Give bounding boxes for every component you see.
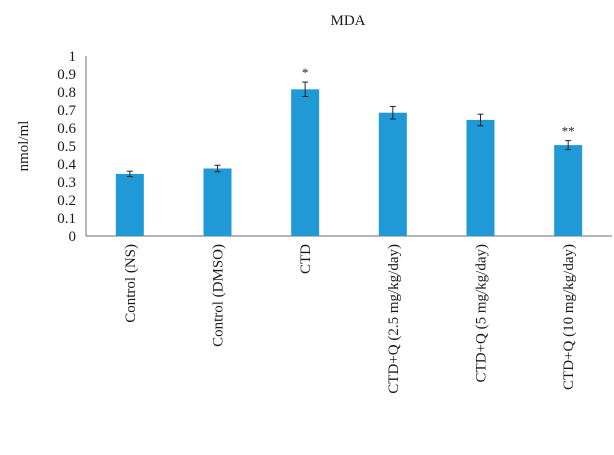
y-tick-label: 0	[69, 229, 77, 245]
bar	[466, 119, 495, 236]
y-tick-label: 0.5	[57, 139, 76, 155]
x-tick-label: CTD	[298, 244, 314, 274]
y-tick-label: 0.7	[57, 103, 76, 119]
y-tick-label: 0.6	[57, 121, 76, 137]
y-tick-label: 0.9	[57, 67, 76, 83]
bar	[291, 89, 320, 236]
significance-marker: *	[302, 65, 309, 80]
x-tick-label: CTD+Q (10 mg/kg/day)	[561, 244, 577, 390]
y-tick-label: 0.2	[57, 193, 76, 209]
x-tick-label: Control (DMSO)	[211, 244, 227, 347]
x-tick-label: CTD+Q (5 mg/kg/day)	[474, 244, 490, 382]
x-tick-labels: Control (NS) Control (DMSO) CTD CTD+Q (2.5 …	[123, 244, 577, 394]
bar	[115, 173, 144, 236]
bar	[203, 168, 232, 236]
error-bars	[126, 81, 572, 178]
y-tick-label: 0.8	[57, 85, 76, 101]
x-tick-label: CTD+Q (2.5 mg/kg/day)	[386, 244, 402, 394]
x-tick-label: Control (NS)	[123, 244, 139, 323]
bar	[378, 112, 407, 236]
bar	[554, 145, 583, 236]
y-tick-label: 0.3	[57, 175, 76, 191]
y-ticks: 0 0.1 0.2 0.3 0.4 0.5 0.6 0.7 0.8 0.9 1	[57, 49, 76, 245]
chart-title: MDA	[330, 13, 365, 29]
y-axis-label: nmol/ml	[16, 121, 32, 172]
annotations: ***	[302, 65, 575, 139]
y-tick-label: 0.4	[57, 157, 76, 173]
y-tick-label: 0.1	[57, 211, 76, 227]
significance-marker: **	[562, 124, 575, 139]
y-tick-label: 1	[69, 49, 77, 65]
bars	[115, 89, 583, 236]
